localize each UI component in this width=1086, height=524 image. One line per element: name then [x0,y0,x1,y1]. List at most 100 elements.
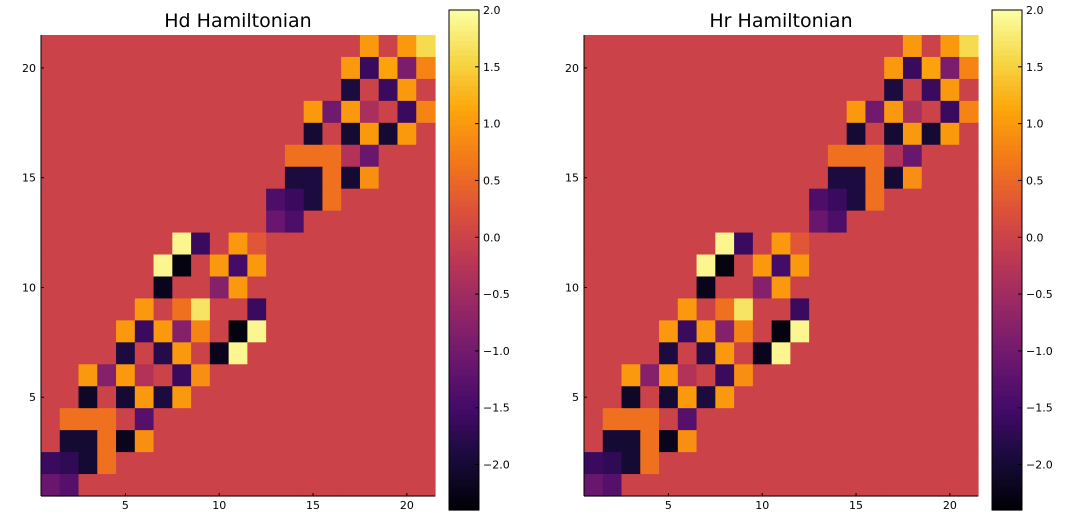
heatmap-cell [41,56,61,80]
heatmap-cell [322,188,342,212]
heatmap-cell [303,144,324,168]
heatmap-cell [677,122,698,146]
heatmap-cell [41,342,61,365]
heatmap-cell [902,166,923,190]
heatmap-cell [846,56,867,80]
heatmap-cell [677,452,698,475]
colorbar-segment [449,280,479,286]
heatmap-cell [827,210,848,234]
heatmap-cell [284,210,305,234]
heatmap-cell [809,364,829,387]
colorbar-segment [449,330,479,336]
heatmap-cell [266,342,286,365]
heatmap-cell [790,188,810,212]
heatmap-cell [284,188,305,212]
heatmap-cell [640,56,660,80]
heatmap-cell [378,232,399,256]
heatmap-cell [621,408,641,431]
heatmap-cell [59,408,80,431]
heatmap-cell [715,210,735,234]
heatmap-cell [209,144,230,168]
heatmap-cell [959,166,979,190]
heatmap-cell [659,166,679,190]
colorbar-segment [992,45,1022,51]
heatmap-cell [715,56,735,80]
colorbar-segment [449,55,479,61]
heatmap-cell [884,35,904,58]
heatmap-cell [78,430,98,453]
heatmap-cell [640,122,660,146]
colorbar-segment [449,395,479,401]
heatmap-cell [734,474,754,497]
colorbar-segment [992,495,1022,501]
heatmap-cell [59,386,80,409]
heatmap-cell [734,210,754,234]
heatmap-cell [902,452,923,475]
heatmap-cell [97,276,117,300]
heatmap-cell [584,298,604,321]
colorbar-segment [992,15,1022,21]
heatmap-cell [734,386,754,409]
heatmap-cell [78,254,98,278]
heatmap-cell [902,276,923,300]
colorbar-segment [449,140,479,146]
heatmap-cell [715,100,735,124]
heatmap-cell [284,144,305,168]
colorbar-tick-label: −0.5 [483,288,510,301]
heatmap-cell [640,232,660,256]
heatmap-cell [416,100,436,124]
heatmap-cell [78,386,98,409]
heatmap-cell [846,78,867,102]
heatmap-cell [116,78,136,102]
heatmap-cell [134,386,155,409]
colorbar-segment [992,25,1022,31]
heatmap-cell [134,210,155,234]
heatmap-cell [116,254,136,278]
heatmap-cell [116,342,136,365]
heatmap-cell [41,210,61,234]
heatmap-cell [284,342,305,365]
heatmap-cell [134,122,155,146]
heatmap-cell [715,232,735,256]
heatmap-cell [640,386,660,409]
heatmap-cell [602,342,623,365]
heatmap-cell [865,254,885,278]
heatmap-cell [359,474,380,497]
colorbar-segment [992,105,1022,111]
heatmap-cell [303,342,324,365]
heatmap-cell [940,100,960,124]
heatmap-cell [97,144,117,168]
heatmap-cell [659,56,679,80]
heatmap-cell [397,56,417,80]
heatmap-cell [940,254,960,278]
heatmap-cell [397,254,417,278]
colorbar-segment [449,230,479,236]
heatmap-cell [97,210,117,234]
colorbar-segment [449,350,479,356]
heatmap-cell [734,254,754,278]
heatmap-cell [865,276,885,300]
colorbar-segment [992,500,1022,506]
heatmap-cell [827,386,848,409]
heatmap-cell [247,166,267,190]
heatmap-cell [902,364,923,387]
colorbar-segment [992,300,1022,306]
heatmap-cell [827,78,848,102]
heatmap-cell [209,408,230,431]
heatmap-cell [359,56,380,80]
heatmap-cell [884,144,904,168]
heatmap-cell [59,254,80,278]
heatmap-cell [921,35,942,58]
heatmap-cell [602,386,623,409]
colorbar-segment [992,30,1022,36]
colorbar-segment [992,325,1022,331]
colorbar-segment [449,450,479,456]
heatmap-cell [322,56,342,80]
heatmap-cell [771,276,791,300]
heatmap-cell [266,100,286,124]
heatmap-cell [940,474,960,497]
heatmap-cell [172,298,192,321]
heatmap-cell [416,298,436,321]
heatmap-cell [228,408,248,431]
heatmap-cell [809,386,829,409]
